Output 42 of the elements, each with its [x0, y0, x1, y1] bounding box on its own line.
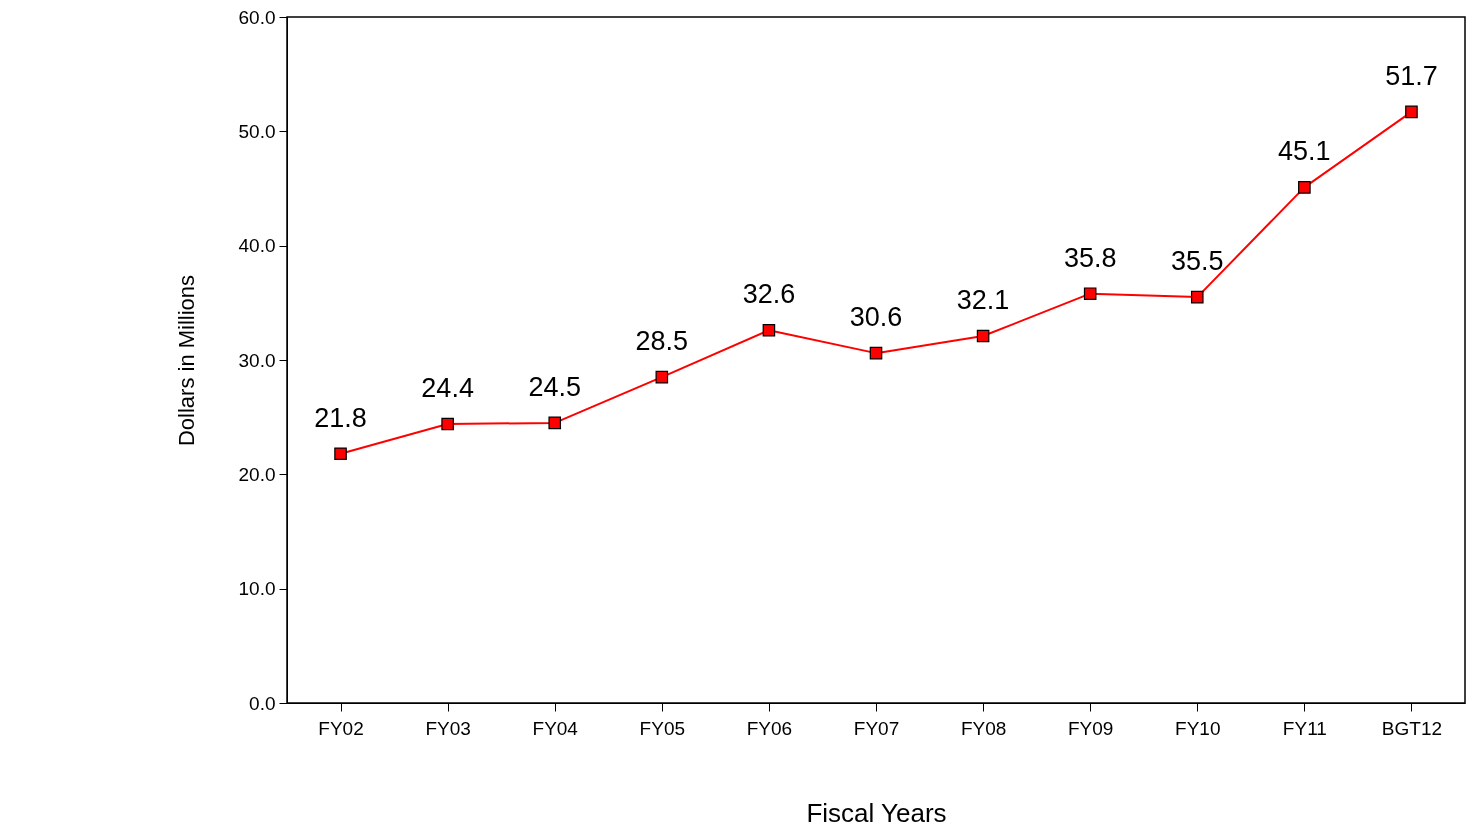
point — [976, 329, 990, 343]
point — [1190, 290, 1204, 304]
y-tick-label: 50.0 — [238, 120, 276, 142]
point — [334, 447, 347, 461]
point — [655, 370, 669, 384]
y-tick-label: 20.0 — [238, 463, 276, 485]
data-label: 24.4 — [421, 373, 474, 404]
x-tick-label: FY07 — [853, 717, 900, 739]
x-tick-label: FY10 — [1175, 717, 1221, 739]
x-tick-label: FY03 — [425, 717, 471, 739]
y-tick-label: 10.0 — [238, 578, 276, 600]
x-tick-label: FY05 — [639, 717, 686, 739]
data-label: 21.8 — [314, 402, 367, 433]
data-label: 45.1 — [1278, 136, 1331, 167]
data-label: 30.6 — [849, 302, 903, 333]
x-tick-label: FY02 — [318, 717, 364, 739]
data-label: 32.1 — [956, 284, 1010, 315]
y-axis-title: Dollars in Millions — [173, 274, 199, 447]
data-label: 35.5 — [1170, 246, 1224, 277]
point — [1298, 181, 1311, 194]
point — [548, 416, 562, 430]
data-label: 51.7 — [1385, 60, 1438, 91]
y-tick-label: 0.0 — [249, 692, 276, 714]
x-tick-label: FY11 — [1282, 717, 1327, 739]
x-axis-title: Fiscal Years — [806, 797, 947, 828]
y-tick-label: 40.0 — [238, 235, 276, 257]
x-tick-label: BGT12 — [1381, 717, 1443, 739]
data-label: 28.5 — [635, 326, 689, 357]
y-tick-label: 60.0 — [238, 6, 276, 28]
data-label: 24.5 — [528, 371, 582, 402]
data-label: 35.8 — [1063, 242, 1117, 273]
x-tick-label: FY08 — [960, 717, 1007, 739]
point — [762, 323, 776, 337]
point — [869, 346, 883, 360]
data-label: 32.6 — [742, 279, 796, 310]
x-tick-label: FY04 — [532, 717, 579, 739]
x-tick-label: FY06 — [746, 717, 793, 739]
point — [1405, 105, 1418, 119]
y-tick-label: 30.0 — [238, 349, 276, 371]
point — [441, 417, 454, 431]
x-tick-label: FY09 — [1067, 717, 1114, 739]
point — [1083, 287, 1097, 300]
